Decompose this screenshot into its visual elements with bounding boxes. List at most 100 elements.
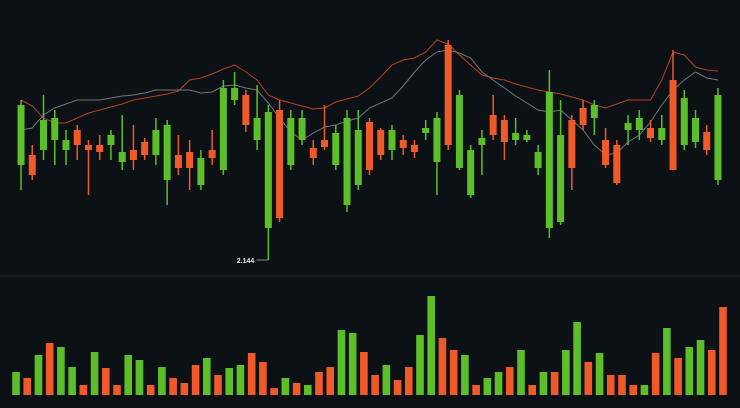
volume-bar bbox=[539, 372, 548, 395]
volume-bar bbox=[337, 330, 346, 395]
volume-bar bbox=[315, 372, 323, 395]
volume-bar bbox=[674, 358, 682, 395]
volume-bar bbox=[685, 347, 694, 395]
candle-body bbox=[478, 138, 486, 145]
candle-body bbox=[17, 105, 25, 165]
volume-bar bbox=[45, 343, 54, 395]
candle-body bbox=[309, 148, 317, 158]
volume-bar bbox=[259, 362, 267, 395]
candle-body bbox=[545, 92, 553, 228]
candle-body bbox=[152, 130, 160, 155]
volume-bar bbox=[505, 367, 514, 395]
candle-body bbox=[422, 128, 430, 133]
volume-bar bbox=[180, 383, 189, 395]
volume-bar bbox=[629, 385, 638, 395]
candle-body bbox=[500, 120, 508, 142]
candle-body bbox=[534, 152, 542, 168]
candle-body bbox=[276, 110, 284, 218]
candle-body bbox=[321, 140, 329, 147]
candle-body bbox=[410, 145, 418, 152]
volume-bar bbox=[202, 358, 211, 395]
candle-body bbox=[680, 98, 688, 145]
volume-bar bbox=[719, 307, 727, 395]
candle-body bbox=[332, 133, 340, 165]
volume-bar bbox=[214, 375, 222, 395]
candle-body bbox=[658, 128, 666, 140]
candle-body bbox=[613, 145, 621, 183]
volume-bar bbox=[606, 375, 615, 395]
candle-body bbox=[590, 105, 598, 118]
volume-bar bbox=[90, 352, 99, 395]
moving-average-line bbox=[20, 49, 719, 156]
volume-bar bbox=[562, 350, 570, 395]
volume-bar bbox=[550, 372, 559, 395]
candle-body bbox=[298, 118, 306, 140]
volume-bar bbox=[416, 335, 424, 395]
volume-bar bbox=[79, 385, 88, 395]
candle-body bbox=[455, 95, 463, 168]
candle-body bbox=[714, 95, 722, 180]
volume-bar bbox=[528, 385, 537, 395]
volume-bar bbox=[236, 365, 245, 395]
volume-bar bbox=[281, 378, 290, 395]
volume-bar bbox=[707, 350, 716, 395]
volume-bar bbox=[427, 296, 436, 395]
candle-body bbox=[489, 115, 497, 135]
volume-bar bbox=[225, 368, 234, 395]
volume-bar bbox=[57, 347, 65, 395]
volume-bar bbox=[618, 375, 626, 395]
volume-bar bbox=[292, 383, 301, 395]
candle-body bbox=[287, 118, 295, 165]
volume-bar bbox=[438, 338, 447, 395]
volume-bar bbox=[404, 367, 413, 395]
candle-body bbox=[96, 145, 104, 152]
volume-bar bbox=[573, 322, 581, 395]
candle-body bbox=[186, 152, 194, 168]
candle-body bbox=[669, 80, 677, 170]
candle-body bbox=[253, 118, 261, 140]
moving-average-line bbox=[20, 39, 719, 124]
candle-body bbox=[354, 130, 362, 185]
candle-body bbox=[264, 112, 272, 228]
candle-body bbox=[467, 150, 475, 195]
candle-body bbox=[512, 133, 520, 140]
volume-bar bbox=[135, 360, 144, 395]
candle-body bbox=[523, 135, 531, 140]
candle-body bbox=[691, 118, 699, 142]
candle-body bbox=[51, 118, 59, 140]
volume-bar bbox=[68, 367, 76, 395]
volume-bar bbox=[158, 367, 166, 395]
candle-body bbox=[444, 45, 452, 145]
volume-bar bbox=[326, 367, 335, 395]
candle-body bbox=[118, 152, 126, 162]
volume-bar bbox=[595, 353, 604, 395]
volume-bar bbox=[101, 368, 110, 395]
volume-bar bbox=[393, 380, 402, 395]
volume-bar bbox=[124, 355, 133, 395]
candle-body bbox=[703, 132, 711, 150]
candle-body bbox=[647, 128, 655, 138]
volume-bar bbox=[247, 353, 256, 395]
volume-bar bbox=[461, 355, 469, 395]
volume-bar bbox=[12, 372, 20, 395]
volume-bar bbox=[584, 362, 593, 395]
volume-bar bbox=[651, 353, 660, 395]
volume-bar bbox=[696, 340, 705, 395]
volume-bar bbox=[517, 350, 525, 395]
volume-bar bbox=[472, 385, 480, 395]
candle-body bbox=[579, 108, 587, 125]
candle-body bbox=[107, 135, 115, 145]
volume-bar bbox=[640, 385, 649, 395]
candle-body bbox=[40, 120, 48, 150]
volume-bar bbox=[303, 385, 312, 395]
candle-body bbox=[568, 120, 576, 168]
volume-bar bbox=[34, 355, 43, 395]
volume-bar bbox=[449, 350, 458, 395]
candle-body bbox=[242, 95, 250, 125]
candle-body bbox=[84, 145, 92, 150]
candle-body bbox=[73, 130, 81, 145]
volume-bar bbox=[113, 385, 121, 395]
candle-body bbox=[433, 118, 441, 162]
candle-body bbox=[163, 125, 171, 180]
